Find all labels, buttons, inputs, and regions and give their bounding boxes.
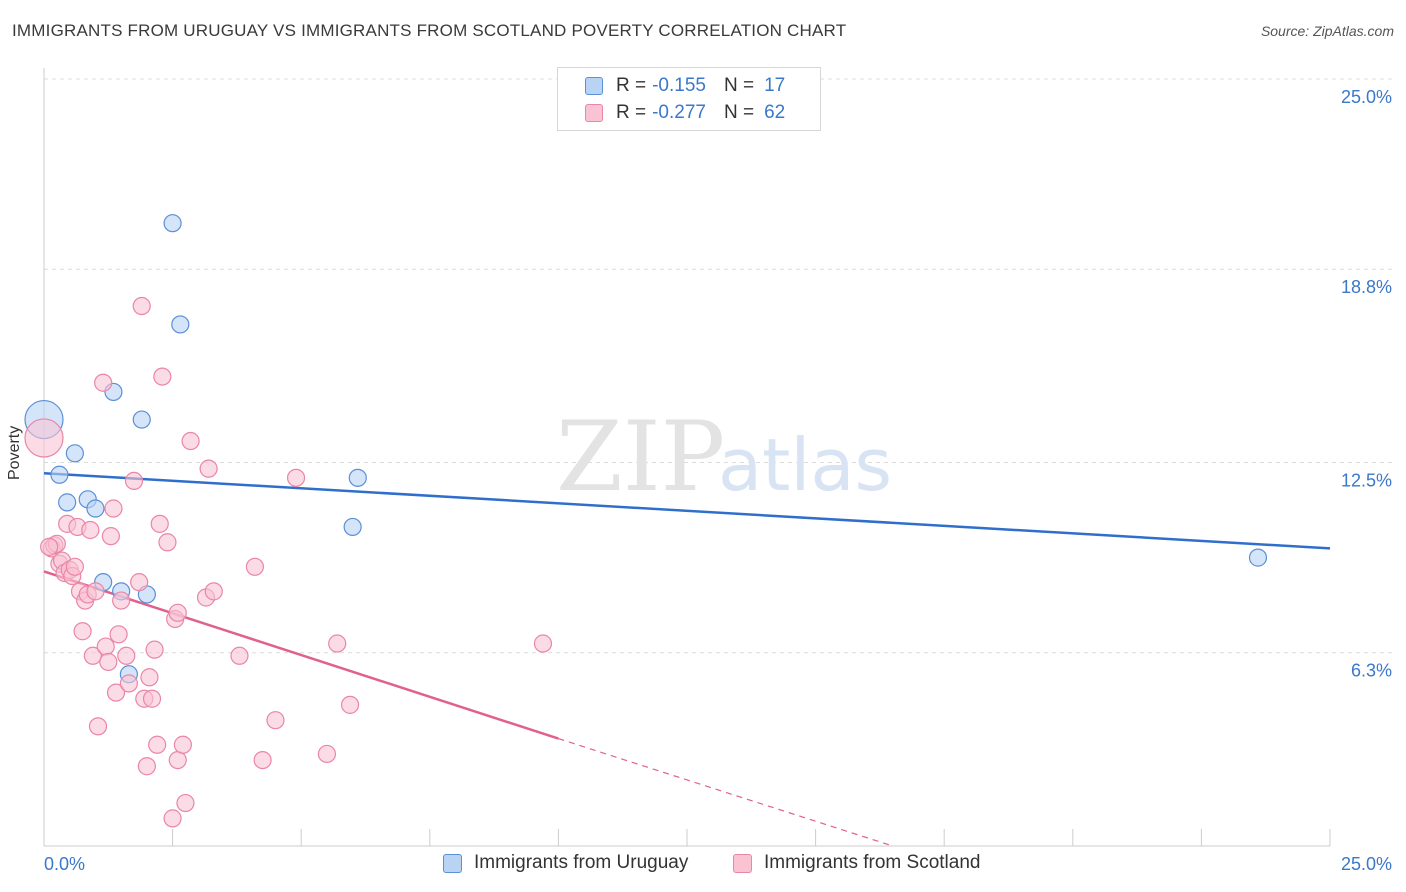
scotland-point-34 xyxy=(142,689,162,708)
scotland-point-44 xyxy=(168,750,187,770)
uruguay-point-1 xyxy=(50,465,69,484)
uruguay-point-16 xyxy=(1248,548,1268,567)
scotland-point-53 xyxy=(253,750,272,770)
scotland-point-24 xyxy=(106,683,126,702)
scotland-point-58 xyxy=(340,695,360,714)
data-points xyxy=(24,214,1268,828)
scotland-point-49 xyxy=(199,459,218,478)
scotland-point-26 xyxy=(112,591,131,610)
scotland-point-22 xyxy=(101,527,120,546)
uruguay-r-value: -0.155 xyxy=(652,75,706,96)
y-tick-label-3: 25.0% xyxy=(1341,87,1392,107)
uruguay-r-label: R = xyxy=(616,75,647,96)
scotland-point-0 xyxy=(24,418,64,458)
scotland-point-55 xyxy=(286,468,306,487)
uruguay-point-15 xyxy=(348,468,367,487)
scotland-point-37 xyxy=(148,735,167,754)
watermark-atlas: atlas xyxy=(718,423,892,507)
uruguay-point-2 xyxy=(65,444,84,463)
uruguay-legend-label: Immigrants from Uruguay xyxy=(474,852,689,873)
scotland-point-23 xyxy=(104,499,123,518)
uruguay-point-8 xyxy=(163,214,182,233)
scotland-point-56 xyxy=(317,744,337,764)
scotland-point-12 xyxy=(73,622,92,641)
scotland-point-9 xyxy=(65,557,84,576)
scotland-point-16 xyxy=(83,646,102,665)
scotland-point-51 xyxy=(230,646,249,665)
uruguay-legend-swatch xyxy=(443,853,462,873)
scotland-point-57 xyxy=(328,634,347,653)
legend-item-uruguay[interactable]: Immigrants from Uruguay xyxy=(443,852,688,874)
scotland-point-54 xyxy=(266,711,285,730)
grid-lines xyxy=(44,78,1392,654)
chart-title: IMMIGRANTS FROM URUGUAY VS IMMIGRANTS FR… xyxy=(12,21,847,40)
scotland-trend-extension xyxy=(558,738,893,847)
scotland-point-47 xyxy=(181,431,200,451)
tick-labels: 6.3% 12.5% 18.8% 25.0% 0.0% 25.0% xyxy=(44,87,1392,874)
correlation-legend: R = -0.155 N = 17 R = -0.277 N = 62 xyxy=(557,67,821,131)
uruguay-point-9 xyxy=(171,315,190,334)
scotland-legend-label: Immigrants from Scotland xyxy=(764,852,981,873)
legend-row-scotland: R = -0.277 N = 62 xyxy=(558,99,785,127)
y-tick-label-1: 12.5% xyxy=(1341,471,1392,491)
y-tick-label-0: 6.3% xyxy=(1351,661,1392,681)
scotland-r-label: R = xyxy=(616,102,647,123)
scotland-point-38 xyxy=(150,514,169,533)
uruguay-point-3 xyxy=(58,493,77,512)
scotland-point-17 xyxy=(86,582,105,601)
scotland-point-41 xyxy=(163,809,182,828)
watermark-zip: ZIP xyxy=(556,401,725,513)
scotland-point-43 xyxy=(168,603,187,622)
series-legend: Immigrants from Uruguay Immigrants from … xyxy=(0,852,1406,878)
scotland-point-46 xyxy=(176,793,195,813)
scotland-point-52 xyxy=(245,557,265,576)
scotland-n-value: 62 xyxy=(764,102,786,123)
scotland-point-27 xyxy=(117,646,136,665)
scotland-point-19 xyxy=(94,373,113,392)
scotland-point-61 xyxy=(40,537,59,556)
scotland-swatch xyxy=(585,104,603,122)
x-tick-label-max: 25.0% xyxy=(1341,854,1392,874)
uruguay-trend-line xyxy=(43,471,1331,550)
legend-item-scotland[interactable]: Immigrants from Scotland xyxy=(733,852,980,874)
scotland-point-45 xyxy=(173,735,192,754)
scotland-point-39 xyxy=(153,367,172,386)
uruguay-point-14 xyxy=(343,517,362,537)
scotland-point-59 xyxy=(533,634,553,653)
scotland-point-31 xyxy=(132,296,151,316)
watermark: ZIP atlas xyxy=(556,401,892,513)
uruguay-n-value: 17 xyxy=(764,75,786,96)
scotland-point-35 xyxy=(137,757,156,776)
uruguay-point-5 xyxy=(86,499,105,518)
legend-row-uruguay: R = -0.155 N = 17 xyxy=(558,72,785,100)
x-tick-label-min: 0.0% xyxy=(44,854,85,874)
scotland-r-value: -0.277 xyxy=(652,102,706,123)
scotland-point-33 xyxy=(140,668,159,687)
scotland-point-30 xyxy=(130,573,149,592)
scotland-n-label: N = xyxy=(723,102,755,123)
chart-source: Source: ZipAtlas.com xyxy=(1260,23,1394,39)
scotland-point-29 xyxy=(124,471,144,491)
uruguay-n-label: N = xyxy=(723,75,755,96)
scotland-point-15 xyxy=(81,520,100,540)
scotland-point-18 xyxy=(88,717,108,736)
scotland-point-28 xyxy=(119,674,138,693)
scotland-point-21 xyxy=(99,652,118,672)
scotland-point-25 xyxy=(109,625,128,644)
uruguay-point-7 xyxy=(132,410,151,429)
scotland-point-50 xyxy=(204,582,223,601)
y-tick-label-2: 18.8% xyxy=(1341,277,1392,297)
scotland-point-40 xyxy=(158,533,177,552)
scotland-point-36 xyxy=(145,640,164,659)
scotland-legend-swatch xyxy=(733,853,752,873)
uruguay-swatch xyxy=(585,77,603,95)
scotland-point-20 xyxy=(96,637,115,656)
y-axis-label: Poverty xyxy=(6,425,23,480)
